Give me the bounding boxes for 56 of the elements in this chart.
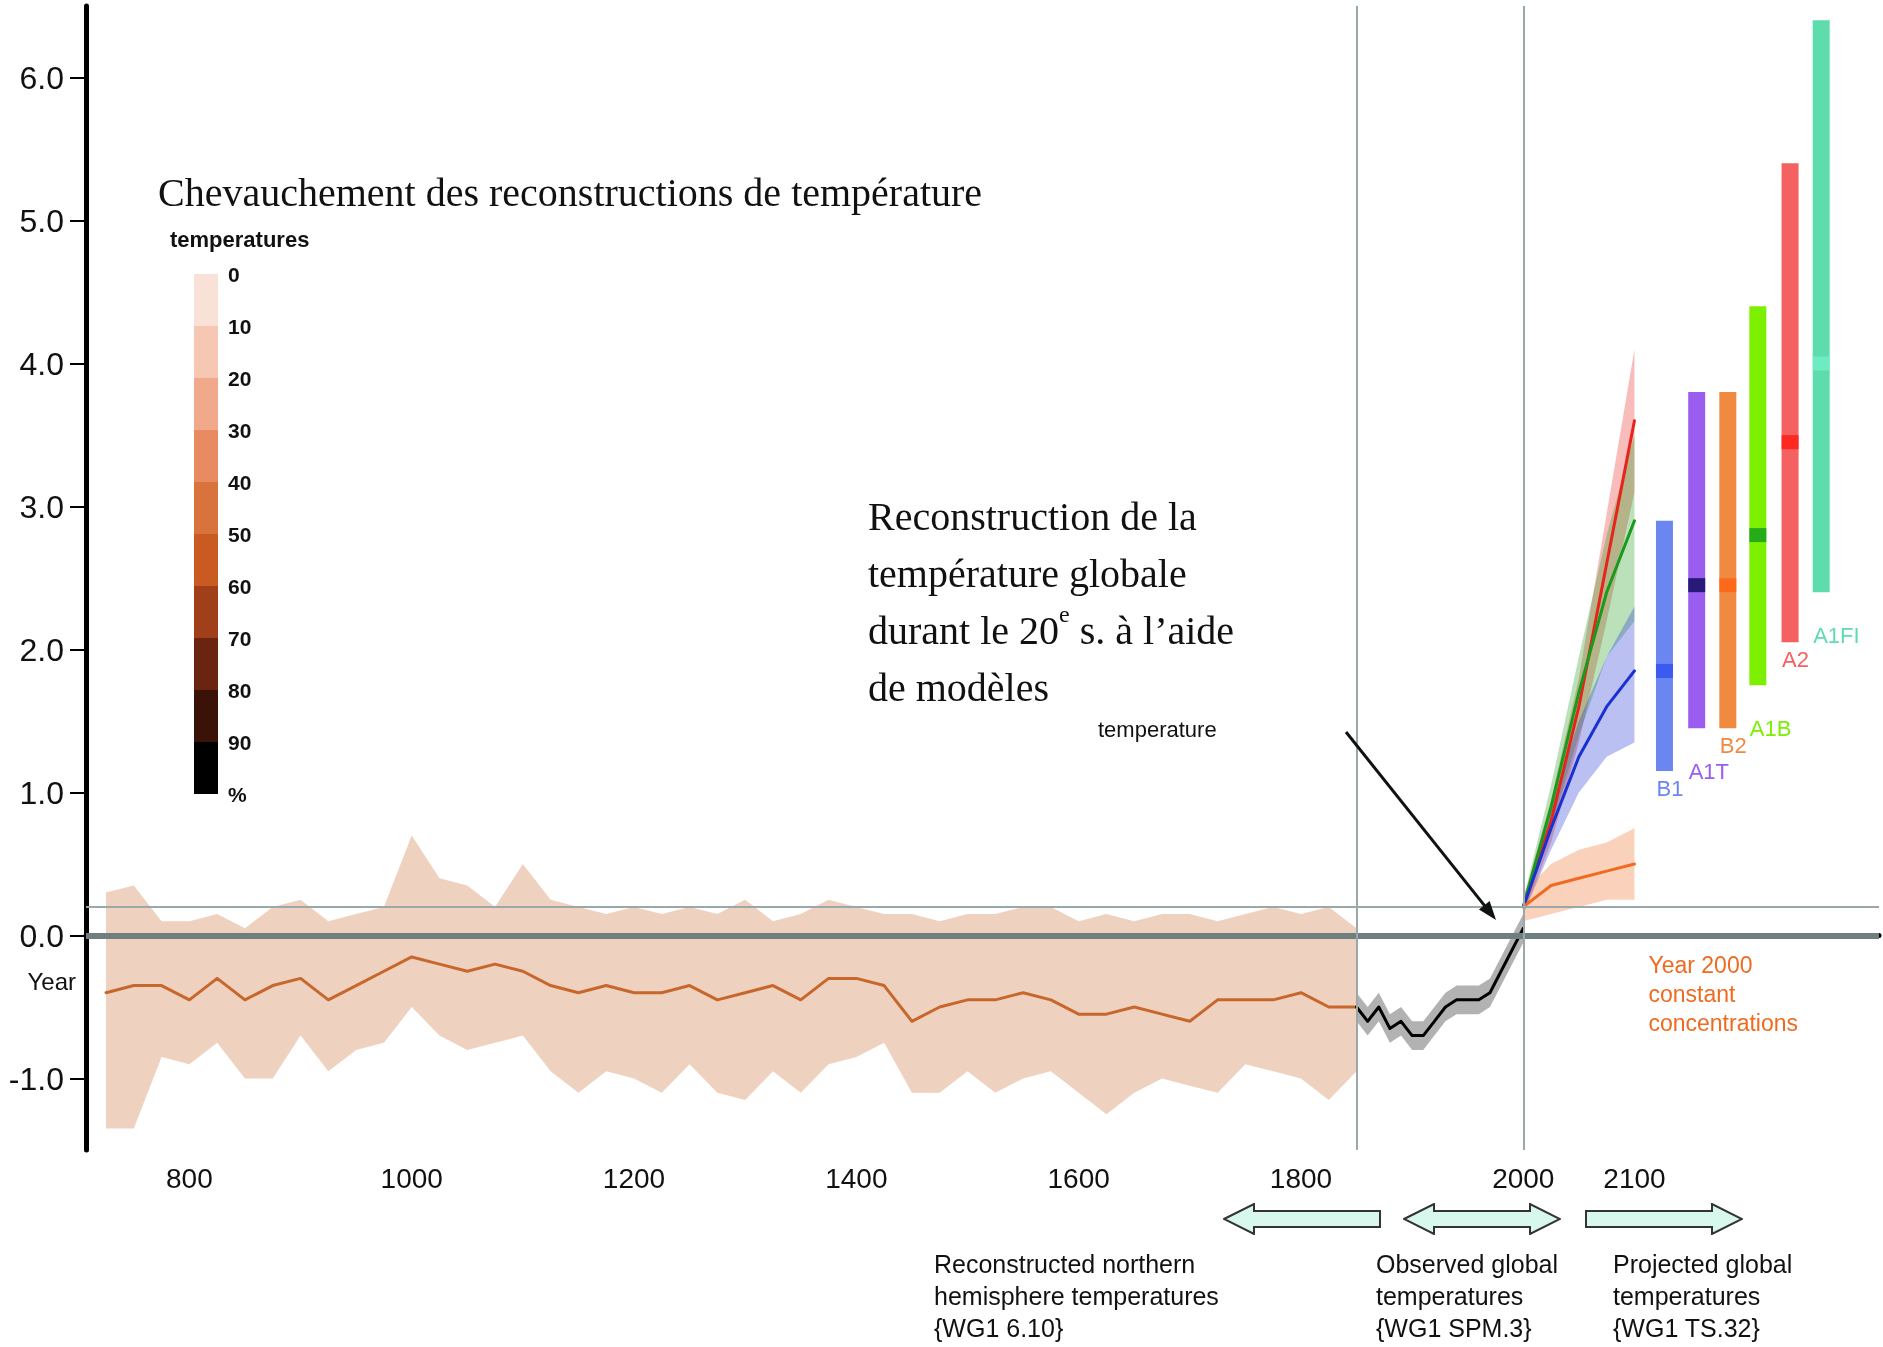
bar bbox=[1688, 392, 1706, 729]
x-tick-label: 1000 bbox=[380, 1162, 443, 1194]
annotation: 90 bbox=[228, 730, 252, 754]
text: Projected global temperatures {WG1 TS.32} bbox=[1613, 1250, 1793, 1342]
annotation: Chevauchement des reconstructions de température bbox=[158, 169, 983, 215]
annotation: 80 bbox=[228, 678, 252, 702]
annotation: 50 bbox=[228, 522, 252, 546]
x-tick-label: 800 bbox=[166, 1162, 213, 1194]
annotation: 30 bbox=[228, 418, 252, 442]
series-label: B2 bbox=[1719, 732, 1747, 758]
point bbox=[1812, 356, 1830, 371]
annotation: 10 bbox=[228, 314, 252, 338]
annotation: 60 bbox=[228, 574, 252, 598]
annotation: temperatures bbox=[170, 226, 310, 252]
series-label: A1B bbox=[1749, 715, 1792, 741]
text: Year 2000 constant concentrations bbox=[1648, 952, 1799, 1036]
y-tick-label: 6.0 bbox=[19, 59, 64, 96]
text: Reconstructed northern hemisphere temperatures {WG1 6.10} bbox=[934, 1250, 1219, 1342]
annotation: 40 bbox=[228, 470, 252, 494]
annotation: 0 bbox=[228, 262, 240, 286]
bar bbox=[1655, 520, 1673, 772]
text: Observed global temperatures {WG1 SPM.3} bbox=[1376, 1250, 1559, 1342]
series-label: A1T bbox=[1688, 758, 1730, 784]
x-tick-label: 1600 bbox=[1047, 1162, 1110, 1194]
y-tick-label: 5.0 bbox=[19, 202, 64, 239]
y-tick-label: 1.0 bbox=[19, 774, 64, 811]
point bbox=[1655, 663, 1673, 678]
point bbox=[1688, 578, 1706, 593]
x-tick-label: 1800 bbox=[1269, 1162, 1333, 1194]
x-tick-label: 1400 bbox=[825, 1162, 888, 1194]
y-tick-label: 3.0 bbox=[19, 488, 64, 525]
y-tick-label: -1.0 bbox=[8, 1060, 64, 1097]
bar bbox=[1719, 392, 1737, 729]
line-series bbox=[1521, 669, 1636, 909]
annotation: 20 bbox=[228, 366, 252, 390]
annotation: % bbox=[228, 782, 247, 806]
x-tick-label: 2000 bbox=[1492, 1162, 1555, 1194]
x-tick-label: 2100 bbox=[1603, 1162, 1666, 1194]
series-label: B1 bbox=[1656, 775, 1684, 801]
x-tick-label: 1200 bbox=[602, 1162, 666, 1194]
bar bbox=[1749, 306, 1767, 686]
series-label: A1FI bbox=[1813, 622, 1860, 648]
series-label: A2 bbox=[1782, 646, 1809, 672]
point bbox=[1719, 578, 1737, 593]
line-series bbox=[104, 955, 1359, 1023]
annotation: 70 bbox=[228, 626, 252, 650]
bar bbox=[1812, 20, 1830, 593]
bar bbox=[1781, 163, 1799, 643]
point bbox=[1781, 435, 1799, 450]
x-axis-title: Year bbox=[27, 968, 76, 995]
point bbox=[1749, 528, 1767, 543]
y-tick-label: 4.0 bbox=[19, 345, 64, 382]
annotation: temperature bbox=[1098, 716, 1217, 742]
y-tick-label: 0.0 bbox=[19, 917, 64, 954]
y-tick-label: 2.0 bbox=[19, 631, 64, 668]
line-series bbox=[1355, 926, 1525, 1038]
